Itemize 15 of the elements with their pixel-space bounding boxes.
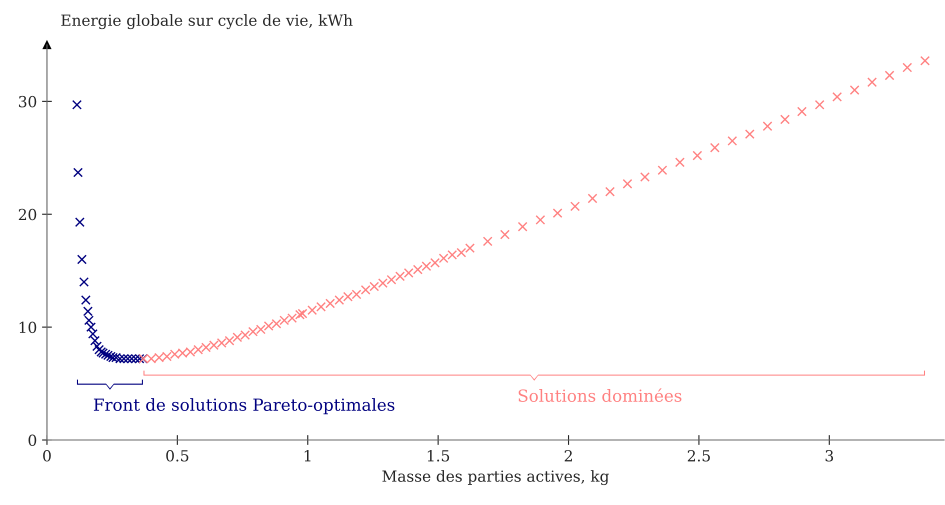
x-tick-label: 2.5 [688,450,710,462]
x-tick-label: 0.5 [166,450,188,462]
x-tick-label: 0 [43,450,51,462]
x-tick-label: 1.5 [428,450,450,462]
x-tick-label: 1 [304,450,310,462]
x-tick-label: 3 [826,450,834,462]
x-tick-label: 2 [564,450,572,462]
annotation: Solutions dominées [518,388,682,402]
y-axis-title: Energie globale sur cycle de vie, kWh [61,14,353,30]
y-tick-label: 20 [18,208,36,220]
x-axis-title: Masse des parties actives, kg [382,470,609,486]
y-tick-label: 0 [28,434,36,446]
y-tick-label: 10 [20,322,36,334]
annotation: Front de solutions Pareto-optimales [94,398,394,414]
y-tick-label: 30 [18,96,36,108]
